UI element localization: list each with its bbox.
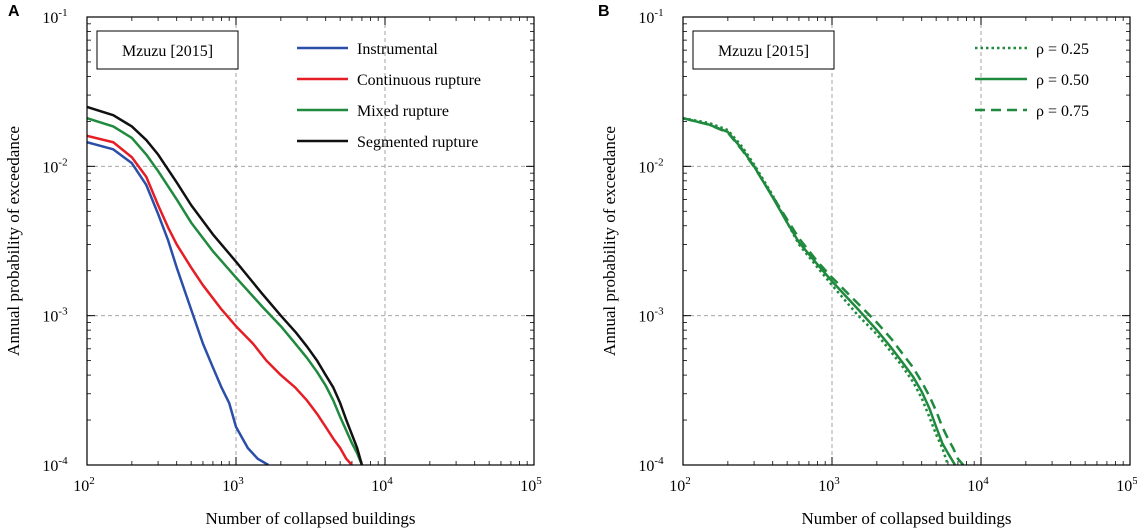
legend-label: Instrumental: [357, 41, 438, 58]
series-line-instrumental: [87, 141, 270, 465]
y-tick-exponent: -3: [58, 306, 68, 318]
x-tick-base: 10: [967, 478, 983, 495]
y-tick-base: 10: [638, 458, 654, 475]
chart-title: Mzuzu [2015]: [122, 43, 213, 60]
y-tick-label: 10-4: [638, 455, 664, 475]
y-tick-label: 10-1: [638, 7, 663, 27]
x-tick-base: 10: [818, 478, 834, 495]
y-tick-label: 10-3: [638, 306, 664, 326]
x-tick-label: 103: [818, 475, 840, 495]
series-line-0-25: [683, 116, 950, 465]
y-tick-label: 10-2: [42, 156, 67, 176]
y-tick-label: 10-3: [42, 306, 68, 326]
y-axis-title: Annual probability of exceedance: [4, 126, 23, 356]
title-box: [692, 30, 835, 70]
title-box: [96, 30, 239, 70]
y-tick-exponent: -1: [58, 7, 67, 19]
x-tick-base: 10: [222, 478, 238, 495]
panel-label: B: [598, 3, 610, 20]
y-tick-exponent: -2: [58, 156, 67, 168]
panel-label: A: [8, 3, 20, 20]
x-tick-exponent: 5: [1132, 475, 1137, 487]
y-tick-exponent: -2: [654, 156, 663, 168]
series-line-segmented-rupture: [87, 105, 364, 465]
chart-title: Mzuzu [2015]: [718, 43, 809, 60]
series-line-continuous-rupture: [87, 134, 353, 465]
y-tick-exponent: -4: [58, 455, 68, 467]
y-tick-label: 10-4: [42, 455, 68, 475]
legend: ρ = 0.25 ρ = 0.50 ρ = 0.75: [975, 41, 1089, 120]
series-line-0-50: [683, 117, 957, 465]
x-tick-exponent: 5: [536, 475, 542, 487]
x-tick-base: 10: [371, 478, 387, 495]
series-line-mixed-rupture: [87, 117, 364, 465]
x-axis-title: Number of collapsed buildings: [801, 509, 1011, 528]
y-tick-exponent: -1: [654, 7, 663, 19]
x-tick-label: 104: [967, 475, 989, 495]
y-tick-label: 10-1: [42, 7, 67, 27]
x-tick-exponent: 2: [89, 475, 95, 487]
x-tick-base: 10: [73, 478, 89, 495]
x-tick-exponent: 3: [238, 475, 244, 487]
y-tick-base: 10: [42, 10, 58, 27]
y-tick-label: 10-2: [638, 156, 663, 176]
x-tick-label: 105: [1116, 475, 1137, 495]
x-tick-base: 10: [1116, 478, 1132, 495]
y-tick-base: 10: [42, 458, 58, 475]
y-tick-base: 10: [42, 159, 58, 176]
x-tick-exponent: 4: [387, 475, 393, 487]
y-tick-base: 10: [42, 309, 58, 326]
x-tick-exponent: 3: [834, 475, 840, 487]
y-tick-base: 10: [638, 159, 654, 176]
x-axis-title: Number of collapsed buildings: [205, 509, 415, 528]
x-tick-label: 103: [222, 475, 244, 495]
x-tick-label: 102: [669, 475, 691, 495]
x-tick-exponent: 2: [685, 475, 691, 487]
series-line-0-75: [683, 117, 965, 465]
x-tick-label: 105: [520, 475, 542, 495]
legend-label: ρ = 0.50: [1036, 72, 1089, 89]
legend: Instrumental Continuous rupture Mixed rupt…: [297, 41, 481, 151]
plot-frame: [86, 16, 535, 466]
plot-frame: [682, 16, 1131, 466]
y-axis-title: Annual probability of exceedance: [600, 126, 619, 356]
y-tick-base: 10: [638, 309, 654, 326]
legend-label: Continuous rupture: [357, 72, 481, 89]
legend-label: ρ = 0.25: [1036, 41, 1089, 58]
x-tick-exponent: 4: [983, 475, 989, 487]
x-tick-base: 10: [669, 478, 685, 495]
x-tick-label: 104: [371, 475, 393, 495]
legend-label: Mixed rupture: [357, 103, 449, 120]
y-tick-base: 10: [638, 10, 654, 27]
y-tick-exponent: -3: [654, 306, 664, 318]
legend-label: ρ = 0.75: [1036, 103, 1089, 120]
legend-label: Segmented rupture: [357, 134, 478, 151]
x-tick-base: 10: [520, 478, 536, 495]
x-tick-label: 102: [73, 475, 95, 495]
y-tick-exponent: -4: [654, 455, 664, 467]
